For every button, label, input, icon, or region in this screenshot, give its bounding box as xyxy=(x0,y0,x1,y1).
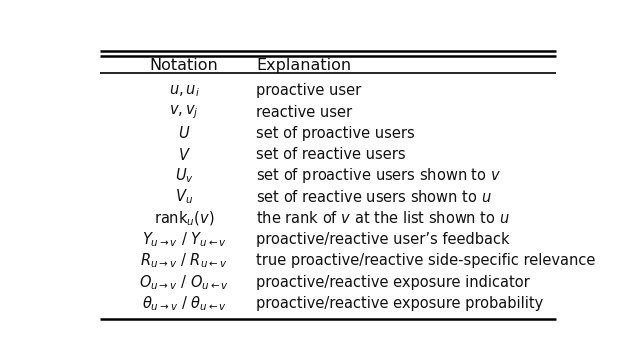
Text: $R_{u\rightarrow v}$ / $R_{u\leftarrow v}$: $R_{u\rightarrow v}$ / $R_{u\leftarrow v… xyxy=(141,252,228,270)
Text: proactive user: proactive user xyxy=(256,83,362,98)
Text: $O_{u\rightarrow v}$ / $O_{u\leftarrow v}$: $O_{u\rightarrow v}$ / $O_{u\leftarrow v… xyxy=(139,273,229,292)
Text: proactive/reactive user’s feedback: proactive/reactive user’s feedback xyxy=(256,232,509,247)
Text: proactive/reactive exposure probability: proactive/reactive exposure probability xyxy=(256,296,543,311)
Text: reactive user: reactive user xyxy=(256,104,352,119)
Text: $v, v_j$: $v, v_j$ xyxy=(170,103,199,121)
Text: $U_v$: $U_v$ xyxy=(175,166,194,185)
Text: set of proactive users shown to $v$: set of proactive users shown to $v$ xyxy=(256,166,501,185)
Text: $Y_{u\rightarrow v}$ / $Y_{u\leftarrow v}$: $Y_{u\rightarrow v}$ / $Y_{u\leftarrow v… xyxy=(141,230,227,249)
Text: true proactive/reactive side-specific relevance: true proactive/reactive side-specific re… xyxy=(256,253,595,269)
Text: $V$: $V$ xyxy=(178,147,191,163)
Text: the rank of $v$ at the list shown to $u$: the rank of $v$ at the list shown to $u$ xyxy=(256,210,510,226)
Text: $\theta_{u\rightarrow v}$ / $\theta_{u\leftarrow v}$: $\theta_{u\rightarrow v}$ / $\theta_{u\l… xyxy=(141,294,227,313)
Text: proactive/reactive exposure indicator: proactive/reactive exposure indicator xyxy=(256,275,530,290)
Text: $u, u_i$: $u, u_i$ xyxy=(169,83,200,99)
Text: set of proactive users: set of proactive users xyxy=(256,126,415,141)
Text: Notation: Notation xyxy=(150,58,218,73)
Text: $\mathrm{rank}_u(v)$: $\mathrm{rank}_u(v)$ xyxy=(154,209,214,228)
Text: Explanation: Explanation xyxy=(256,58,351,73)
Text: $U$: $U$ xyxy=(178,125,190,141)
Text: $V_u$: $V_u$ xyxy=(175,188,193,206)
Text: set of reactive users shown to $u$: set of reactive users shown to $u$ xyxy=(256,189,492,205)
Text: set of reactive users: set of reactive users xyxy=(256,147,406,162)
